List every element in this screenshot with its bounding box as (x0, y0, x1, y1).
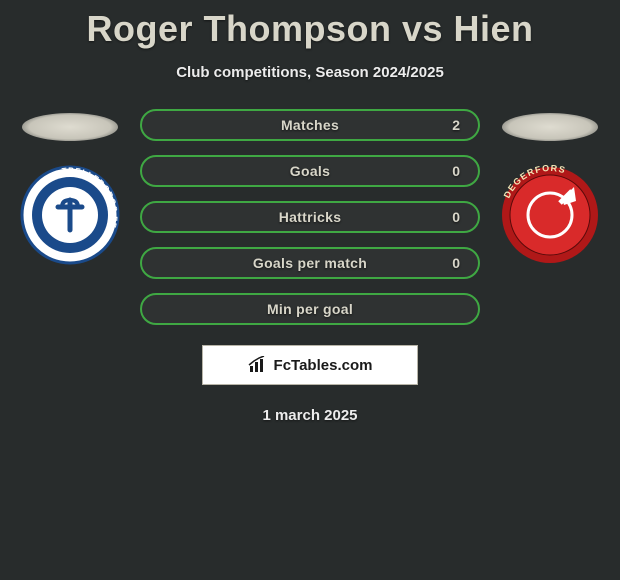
club-logo-left: TRELLEBORGS FF (20, 165, 120, 265)
club-logo-right: DEGERFORS (500, 165, 600, 265)
left-column: TRELLEBORGS FF (10, 109, 130, 265)
brand-label: FcTables.com (274, 357, 373, 374)
stat-value: 2 (452, 117, 460, 133)
page-title: Roger Thompson vs Hien (0, 0, 620, 50)
subtitle: Club competitions, Season 2024/2025 (0, 64, 620, 81)
stat-label: Goals per match (253, 255, 367, 271)
bar-chart-icon (248, 356, 270, 374)
player-placeholder-left (22, 113, 118, 141)
date-label: 1 march 2025 (0, 407, 620, 424)
content-row: TRELLEBORGS FF Matches 2 Goals 0 Hattric… (0, 109, 620, 325)
stat-bar-goals-per-match: Goals per match 0 (140, 247, 480, 279)
stat-bars: Matches 2 Goals 0 Hattricks 0 Goals per … (140, 109, 480, 325)
stat-label: Hattricks (279, 209, 342, 225)
stat-label: Min per goal (267, 301, 353, 317)
stat-bar-goals: Goals 0 (140, 155, 480, 187)
stat-bar-min-per-goal: Min per goal (140, 293, 480, 325)
stat-label: Goals (290, 163, 330, 179)
player-placeholder-right (502, 113, 598, 141)
stat-value: 0 (452, 255, 460, 271)
stat-bar-hattricks: Hattricks 0 (140, 201, 480, 233)
stat-bar-matches: Matches 2 (140, 109, 480, 141)
brand-box: FcTables.com (202, 345, 418, 385)
stat-label: Matches (281, 117, 339, 133)
stat-value: 0 (452, 163, 460, 179)
stat-value: 0 (452, 209, 460, 225)
right-column: DEGERFORS (490, 109, 610, 265)
